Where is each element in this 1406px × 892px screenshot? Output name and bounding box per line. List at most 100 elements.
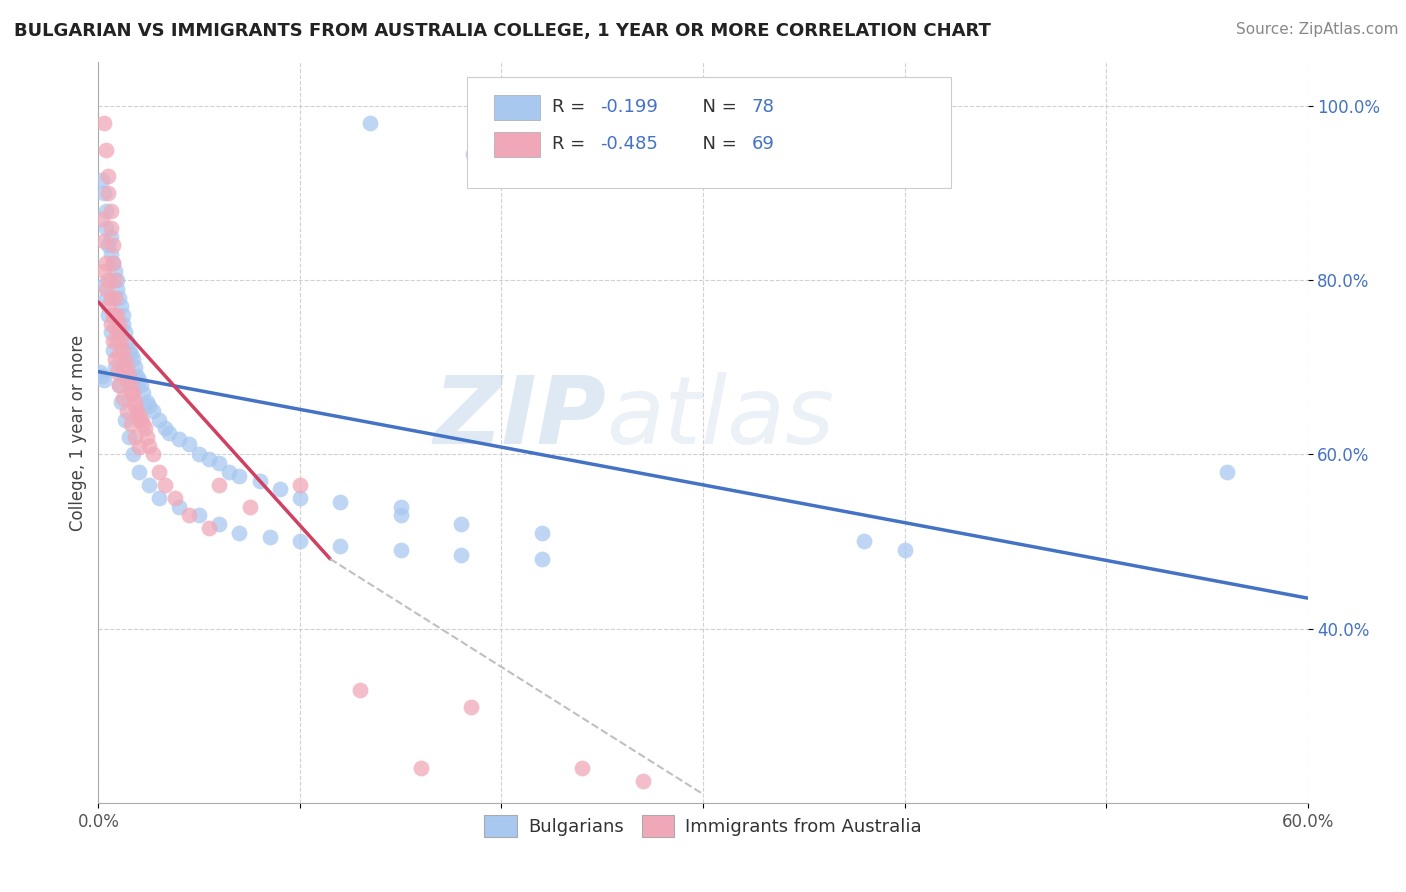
Point — [167, 432, 190, 446]
Point — [111, 343, 134, 357]
Point — [129, 377, 152, 392]
Point — [100, 203, 122, 218]
Point — [138, 400, 160, 414]
Point — [128, 373, 150, 387]
Point — [329, 495, 352, 509]
Point — [97, 169, 120, 183]
Point — [138, 478, 160, 492]
Point — [107, 291, 129, 305]
Text: atlas: atlas — [606, 372, 835, 463]
Point — [96, 221, 118, 235]
Point — [125, 404, 148, 418]
Point — [111, 360, 134, 375]
Point — [389, 543, 412, 558]
Point — [91, 212, 114, 227]
Point — [208, 478, 231, 492]
Point — [111, 317, 134, 331]
Point — [120, 417, 142, 431]
Point — [110, 299, 132, 313]
Point — [91, 173, 114, 187]
Point — [208, 517, 231, 532]
Point — [97, 308, 120, 322]
Point — [124, 400, 146, 414]
FancyBboxPatch shape — [467, 78, 950, 188]
Point — [107, 326, 129, 340]
Point — [103, 351, 125, 366]
Point — [115, 373, 138, 387]
Point — [96, 282, 118, 296]
Point — [163, 491, 186, 505]
Point — [101, 256, 124, 270]
Point — [101, 334, 124, 348]
Point — [118, 430, 141, 444]
Point — [97, 299, 120, 313]
Point — [100, 221, 122, 235]
Point — [101, 343, 124, 357]
Point — [118, 369, 141, 384]
Point — [124, 430, 146, 444]
Point — [124, 395, 146, 409]
Point — [228, 469, 250, 483]
Text: N =: N = — [690, 98, 742, 116]
Point — [179, 508, 201, 523]
Point — [120, 386, 142, 401]
Point — [288, 478, 311, 492]
Point — [1216, 465, 1239, 479]
Text: -0.485: -0.485 — [600, 135, 658, 153]
Point — [389, 500, 412, 514]
Point — [91, 369, 114, 384]
Point — [460, 700, 482, 714]
Point — [148, 465, 170, 479]
Point — [121, 351, 143, 366]
Point — [107, 377, 129, 392]
Text: R =: R = — [551, 135, 591, 153]
Text: Source: ZipAtlas.com: Source: ZipAtlas.com — [1236, 22, 1399, 37]
Point — [115, 334, 138, 348]
Point — [571, 761, 593, 775]
FancyBboxPatch shape — [494, 95, 540, 120]
Point — [269, 482, 291, 496]
Point — [105, 334, 128, 348]
Point — [100, 317, 122, 331]
Point — [128, 441, 150, 455]
Point — [450, 517, 472, 532]
Point — [105, 365, 128, 379]
Point — [530, 552, 553, 566]
Point — [360, 116, 382, 130]
Point — [97, 273, 120, 287]
Text: ZIP: ZIP — [433, 372, 606, 464]
Point — [132, 386, 155, 401]
Point — [239, 500, 262, 514]
Point — [409, 761, 432, 775]
Point — [115, 360, 138, 375]
Point — [167, 500, 190, 514]
Point — [101, 238, 124, 252]
Point — [132, 417, 155, 431]
FancyBboxPatch shape — [494, 132, 540, 157]
Point — [101, 308, 124, 322]
Point — [97, 238, 120, 252]
Point — [530, 525, 553, 540]
Point — [107, 377, 129, 392]
Point — [111, 391, 134, 405]
Point — [93, 186, 115, 200]
Point — [148, 412, 170, 426]
Point — [107, 347, 129, 361]
Point — [179, 437, 201, 451]
Text: 69: 69 — [751, 135, 775, 153]
Point — [93, 264, 115, 278]
Point — [93, 373, 115, 387]
Point — [148, 491, 170, 505]
Point — [389, 508, 412, 523]
Point — [114, 326, 136, 340]
Point — [228, 525, 250, 540]
Point — [100, 229, 122, 244]
Point — [208, 456, 231, 470]
Point — [93, 277, 115, 292]
Point — [118, 343, 141, 357]
Point — [121, 447, 143, 461]
Point — [97, 186, 120, 200]
Point — [110, 334, 132, 348]
Point — [103, 291, 125, 305]
Point — [120, 377, 142, 392]
